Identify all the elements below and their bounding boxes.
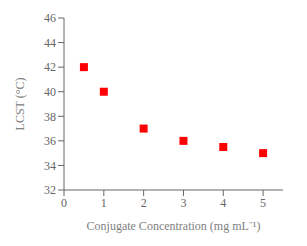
svg-text:5: 5 (260, 196, 266, 210)
svg-text:1: 1 (101, 196, 107, 210)
svg-text:32: 32 (44, 183, 56, 197)
svg-text:40: 40 (44, 85, 56, 99)
svg-text:44: 44 (44, 36, 56, 50)
svg-text:4: 4 (220, 196, 226, 210)
svg-text:2: 2 (141, 196, 147, 210)
svg-text:38: 38 (44, 110, 56, 124)
svg-text:36: 36 (44, 134, 56, 148)
svg-text:0: 0 (61, 196, 67, 210)
svg-text:LCST (°C): LCST (°C) (13, 78, 27, 131)
svg-text:46: 46 (44, 11, 56, 25)
svg-text:42: 42 (44, 60, 56, 74)
svg-text:Conjugate Concentration (mg mL: Conjugate Concentration (mg mL⁻¹) (87, 219, 261, 233)
svg-text:3: 3 (180, 196, 186, 210)
svg-text:34: 34 (44, 159, 56, 173)
